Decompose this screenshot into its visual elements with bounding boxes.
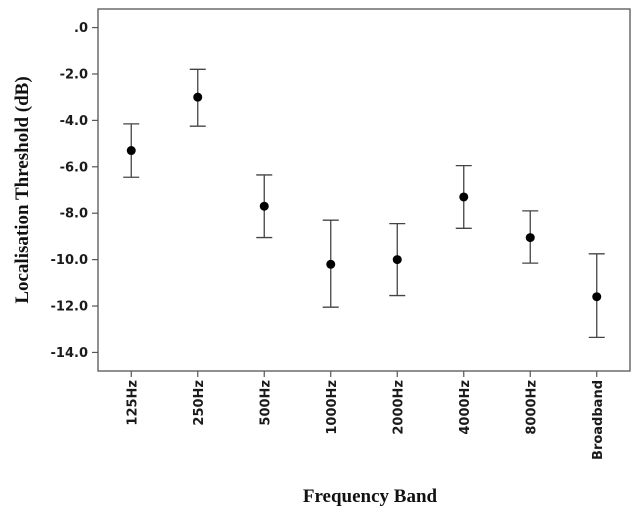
data-marks <box>123 68 605 339</box>
data-point <box>392 255 402 265</box>
x-tick-label: 8000Hz <box>524 380 539 435</box>
y-tick-label: -6.0 <box>60 160 88 175</box>
x-tick-label: 500Hz <box>258 380 273 426</box>
x-tick-label: 250Hz <box>192 380 207 426</box>
y-tick-label: -8.0 <box>60 207 88 222</box>
y-axis: .0 -2.0 -4.0 -6.0 -8.0 -10.0 -12.0 -14.0 <box>51 21 98 361</box>
x-tick-label: 1000Hz <box>325 380 340 435</box>
y-tick-label: -14.0 <box>51 346 88 361</box>
y-axis-title: Localisation Threshold (dB) <box>12 76 33 303</box>
x-axis-title: Frequency Band <box>303 486 438 507</box>
data-point <box>326 259 336 269</box>
x-tick-label: 125Hz <box>125 380 140 426</box>
y-tick-label: -10.0 <box>51 253 88 268</box>
data-point <box>126 146 136 156</box>
y-tick-label: .0 <box>74 21 88 36</box>
x-axis: 125Hz 250Hz 500Hz 1000Hz 2000Hz 4000Hz 8000Hz B… <box>125 371 606 460</box>
data-point <box>459 192 469 202</box>
data-point <box>592 292 602 302</box>
data-point <box>193 92 203 102</box>
y-tick-label: -4.0 <box>60 114 88 129</box>
x-tick-label: Broadband <box>591 380 606 460</box>
plot-area-frame <box>97 8 631 372</box>
x-tick-label: 2000Hz <box>391 380 406 435</box>
x-tick-label: 4000Hz <box>458 380 473 435</box>
y-tick-label: -12.0 <box>51 300 88 315</box>
data-point <box>525 233 535 243</box>
data-point <box>259 201 269 211</box>
y-tick-label: -2.0 <box>60 67 88 82</box>
